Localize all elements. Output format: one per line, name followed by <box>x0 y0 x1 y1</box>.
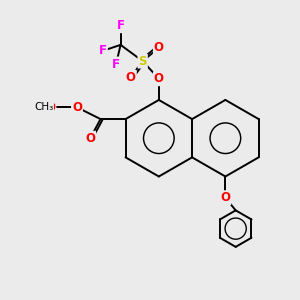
Text: CH₃: CH₃ <box>34 102 54 112</box>
Text: O: O <box>126 71 136 84</box>
Text: F: F <box>99 44 107 57</box>
Text: O: O <box>46 101 56 114</box>
Text: O: O <box>154 41 164 54</box>
Text: O: O <box>154 72 164 85</box>
Text: O: O <box>85 132 95 145</box>
Text: F: F <box>117 19 124 32</box>
Text: O: O <box>72 101 82 114</box>
Text: F: F <box>112 58 120 70</box>
Text: S: S <box>138 55 147 68</box>
Text: O: O <box>220 191 230 204</box>
